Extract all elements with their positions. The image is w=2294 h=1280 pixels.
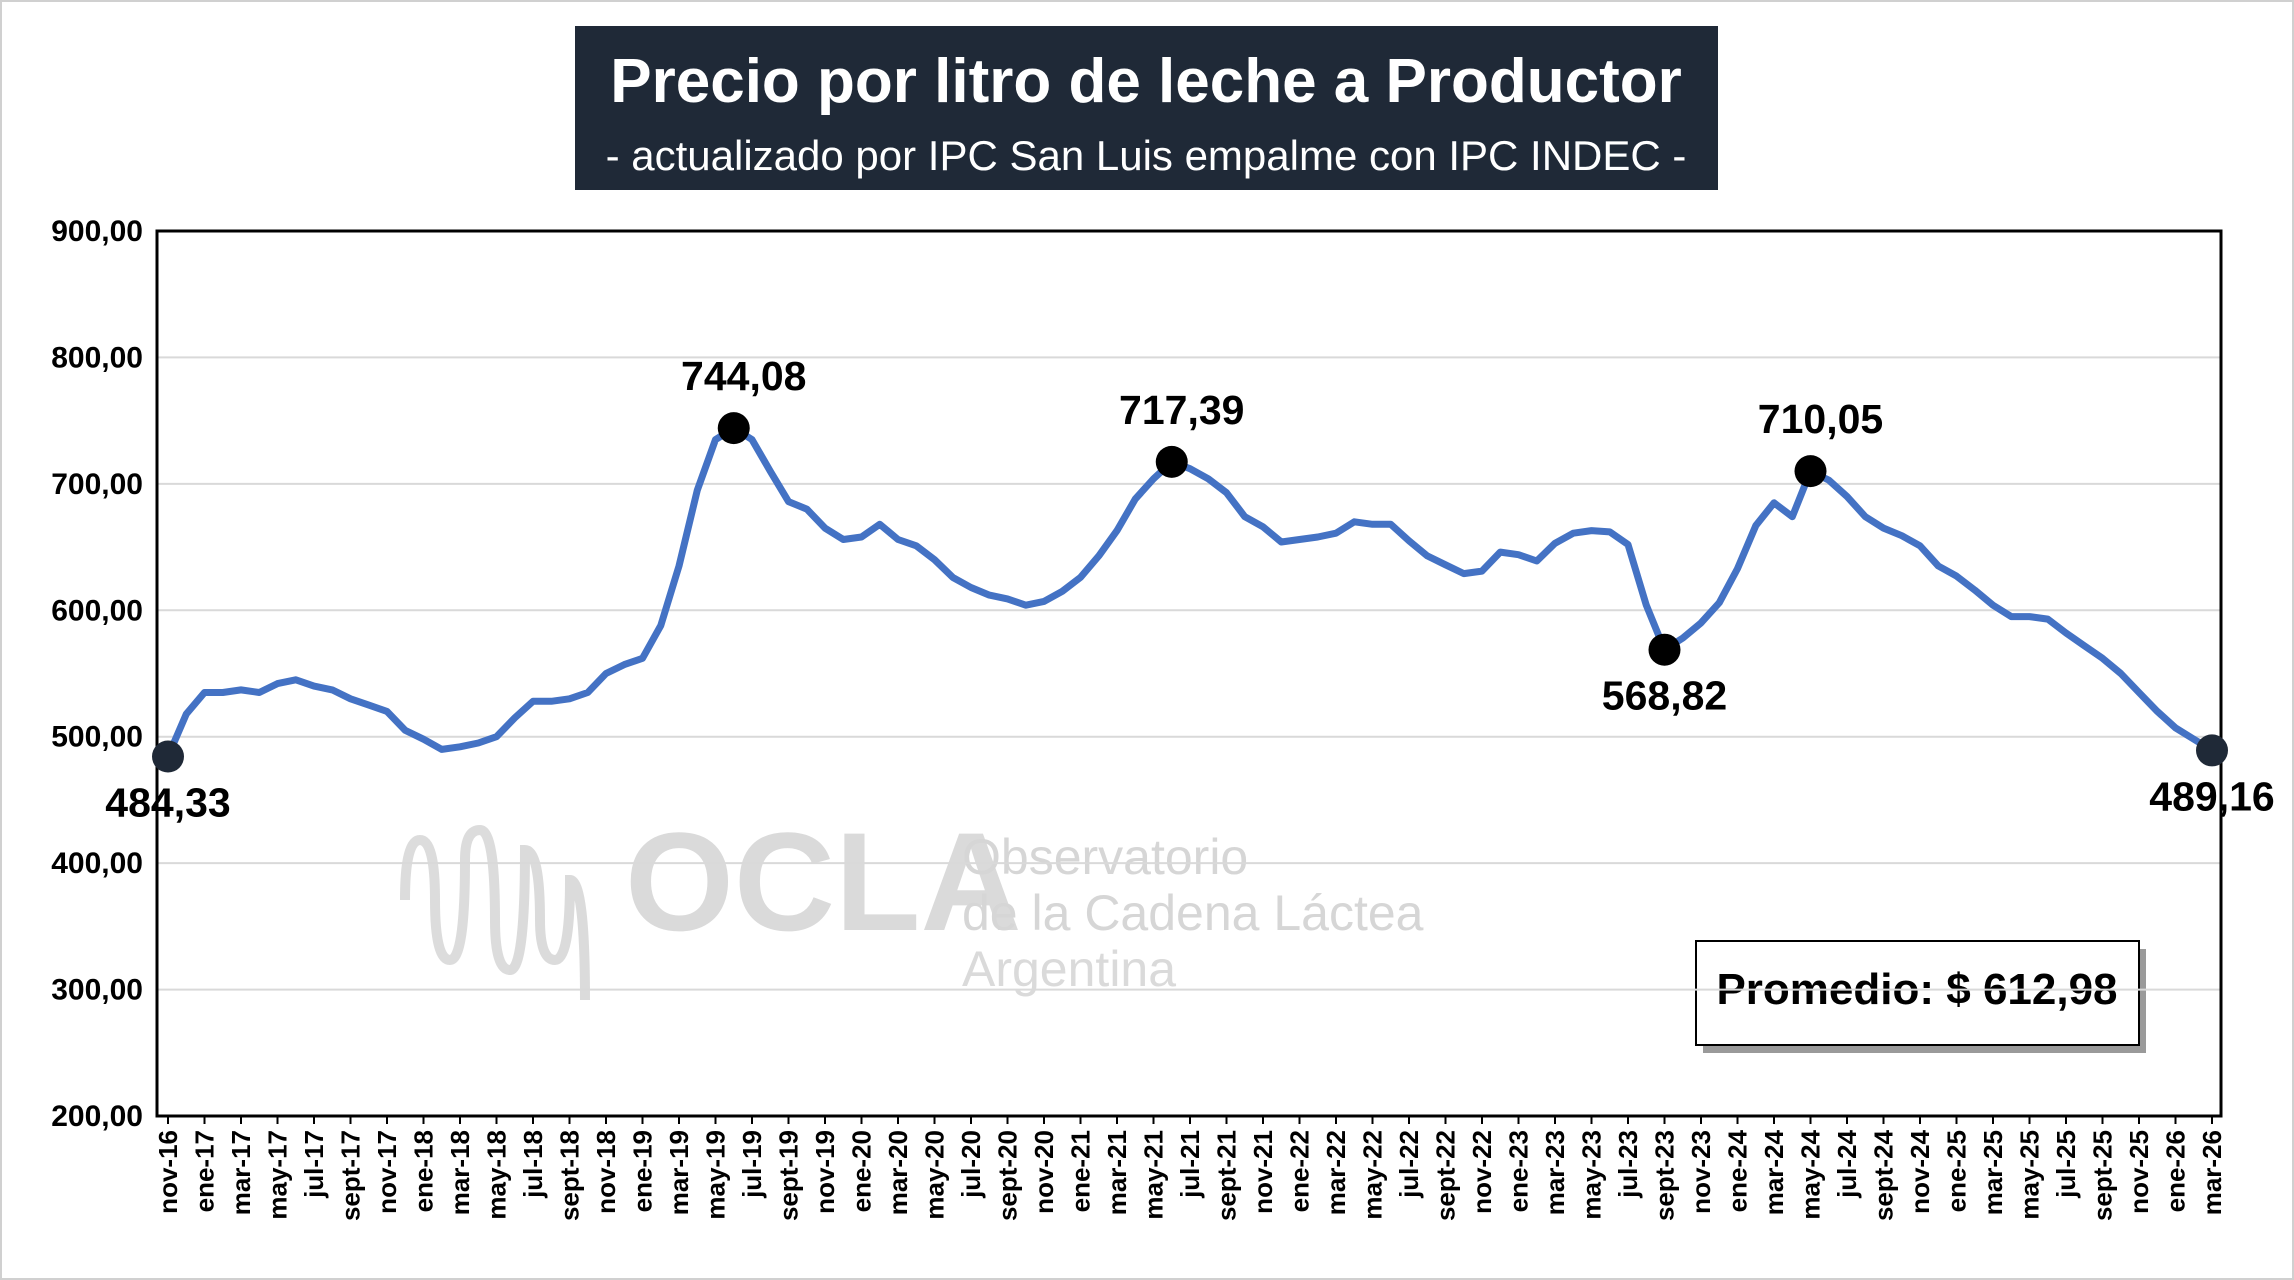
watermark-icon — [400, 824, 590, 1001]
x-tick-label: nov-19 — [810, 1130, 840, 1214]
x-tick-label: nov-25 — [2124, 1130, 2154, 1214]
x-tick-label: may-22 — [1358, 1130, 1388, 1220]
x-tick-label: ene-26 — [2161, 1130, 2191, 1212]
data-label: 484,33 — [105, 780, 230, 826]
watermark-line: de la Cadena Láctea — [962, 885, 1424, 941]
x-tick-label: jul-25 — [2051, 1130, 2081, 1199]
data-point — [717, 412, 750, 445]
x-tick-label: jul-23 — [1613, 1130, 1643, 1199]
data-point — [152, 740, 184, 773]
x-tick-label: mar-22 — [1321, 1130, 1351, 1215]
x-tick-label: jul-22 — [1394, 1130, 1424, 1199]
data-label: 744,08 — [681, 353, 806, 399]
x-tick-label: nov-24 — [1905, 1129, 1935, 1213]
x-tick-label: sept-22 — [1431, 1130, 1461, 1221]
y-tick-label: 200,00 — [51, 1100, 143, 1133]
x-tick-label: may-23 — [1577, 1130, 1607, 1220]
y-tick-label: 700,00 — [51, 468, 143, 501]
data-point — [1155, 445, 1188, 478]
x-tick-label: ene-25 — [1942, 1130, 1972, 1212]
data-label: 710,05 — [1758, 396, 1883, 442]
x-tick-label: ene-24 — [1723, 1129, 1753, 1212]
x-tick-label: ene-19 — [628, 1130, 658, 1212]
watermark-line: Observatorio — [962, 829, 1248, 885]
x-tick-label: sept-24 — [1869, 1129, 1899, 1221]
x-tick-label: nov-16 — [153, 1130, 183, 1214]
title-box — [575, 26, 1718, 190]
x-tick-label: ene-23 — [1504, 1130, 1534, 1212]
y-tick-label: 500,00 — [51, 721, 143, 754]
x-tick-label: ene-21 — [1066, 1130, 1096, 1212]
x-tick-label: may-17 — [263, 1130, 293, 1220]
x-tick-label: jul-18 — [518, 1130, 548, 1199]
chart-subtitle: - actualizado por IPC San Luis empalme c… — [606, 132, 1687, 179]
x-tick-label: nov-22 — [1467, 1130, 1497, 1214]
x-tick-label: may-18 — [482, 1130, 512, 1220]
x-tick-label: ene-22 — [1285, 1130, 1315, 1212]
y-tick-label: 300,00 — [51, 974, 143, 1007]
watermark: OCLA Observatorio de la Cadena Láctea Ar… — [400, 803, 1424, 1001]
x-tick-label: may-24 — [1796, 1129, 1826, 1219]
x-tick-label: jul-20 — [956, 1130, 986, 1199]
data-label: 568,82 — [1602, 673, 1727, 719]
x-tick-label: nov-20 — [1029, 1130, 1059, 1214]
x-tick-label: ene-18 — [409, 1130, 439, 1212]
data-point — [2196, 734, 2228, 767]
y-tick-label: 800,00 — [51, 341, 143, 374]
data-label: 717,39 — [1119, 387, 1244, 433]
x-tick-label: jul-24 — [1832, 1129, 1862, 1198]
x-tick-label: mar-23 — [1540, 1130, 1570, 1215]
x-tick-label: ene-17 — [190, 1130, 220, 1212]
watermark-logo: OCLA — [625, 803, 1022, 960]
data-label: 489,16 — [2149, 773, 2274, 819]
x-tick-label: sept-19 — [774, 1130, 804, 1221]
x-tick-label: mar-18 — [445, 1130, 475, 1215]
x-tick-label: jul-19 — [737, 1130, 767, 1199]
x-tick-label: nov-17 — [372, 1130, 402, 1214]
x-tick-label: nov-23 — [1686, 1130, 1716, 1214]
x-tick-label: mar-21 — [1102, 1130, 1132, 1215]
x-tick-label: mar-19 — [664, 1130, 694, 1215]
x-tick-label: jul-17 — [299, 1130, 329, 1199]
data-line — [164, 424, 2216, 760]
x-tick-label: mar-25 — [1978, 1130, 2008, 1215]
x-tick-label: sept-25 — [2088, 1130, 2118, 1221]
x-tick-label: may-21 — [1139, 1130, 1169, 1220]
y-tick-label: 900,00 — [51, 215, 143, 248]
x-tick-label: sept-17 — [336, 1130, 366, 1221]
x-tick-label: sept-18 — [555, 1130, 585, 1221]
x-tick-label: jul-21 — [1175, 1130, 1205, 1199]
y-tick-label: 600,00 — [51, 594, 143, 627]
chart-title: Precio por litro de leche a Productor — [610, 47, 1681, 116]
data-point — [1794, 455, 1827, 488]
x-tick-label: mar-20 — [883, 1130, 913, 1215]
x-tick-label: ene-20 — [847, 1130, 877, 1212]
x-tick-label: sept-21 — [1212, 1130, 1242, 1221]
data-point — [1648, 633, 1681, 666]
x-tick-label: mar-26 — [2197, 1130, 2227, 1215]
annotation-box — [1695, 940, 2140, 1046]
y-tick-label: 400,00 — [51, 847, 143, 880]
x-tick-label: mar-24 — [1759, 1129, 1789, 1215]
x-tick-label: may-25 — [2015, 1130, 2045, 1220]
x-tick-label: may-19 — [701, 1130, 731, 1220]
x-tick-label: mar-17 — [226, 1130, 256, 1215]
x-tick-label: sept-23 — [1650, 1130, 1680, 1221]
watermark-line: Argentina — [962, 941, 1176, 997]
x-tick-label: may-20 — [920, 1130, 950, 1220]
x-tick-label: nov-18 — [591, 1130, 621, 1214]
x-tick-label: sept-20 — [993, 1130, 1023, 1221]
x-tick-label: nov-21 — [1248, 1130, 1278, 1214]
